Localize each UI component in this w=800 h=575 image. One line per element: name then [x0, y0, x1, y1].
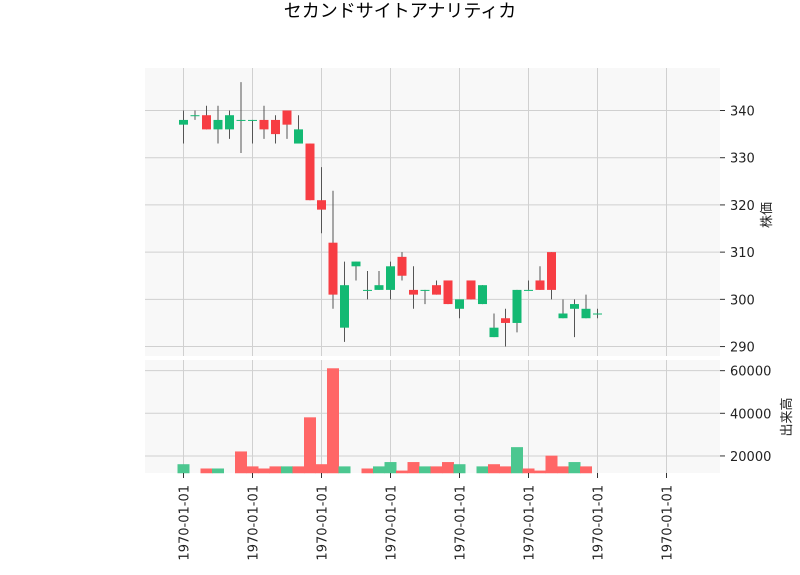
- candle-body: [386, 266, 395, 290]
- volume-tick-label: 40000: [730, 407, 771, 422]
- volume-bar: [304, 417, 316, 474]
- price-tick-label: 320: [730, 199, 755, 214]
- volume-series: [177, 368, 592, 474]
- price-axis-label: 株価: [760, 202, 775, 228]
- volume-bar: [200, 468, 213, 474]
- candle-body: [317, 200, 326, 210]
- volume-bar: [258, 468, 270, 474]
- volume-bar: [545, 455, 558, 474]
- volume-bar: [580, 466, 592, 474]
- candle-body: [374, 285, 384, 290]
- candle-body: [259, 119, 269, 130]
- candle-body: [340, 285, 349, 328]
- volume-bar: [522, 468, 535, 474]
- candle-body: [213, 119, 223, 130]
- x-tick-label: 1970-01-01: [385, 485, 400, 561]
- price-tick-label: 300: [730, 293, 755, 308]
- x-tick-label: 1970-01-01: [592, 485, 607, 561]
- candle-body: [443, 280, 453, 305]
- volume-bar: [407, 462, 420, 474]
- candle-body: [225, 115, 234, 130]
- x-tick-label: 1970-01-01: [247, 485, 262, 561]
- volume-bar: [499, 466, 512, 474]
- volume-bar: [292, 466, 305, 474]
- volume-axis-ticks: 20000 40000 60000: [720, 365, 771, 465]
- volume-bar: [315, 464, 328, 474]
- price-axis-ticks: 290 300 310 320 330 340: [720, 104, 755, 356]
- candle-body: [363, 289, 372, 291]
- candle-body: [466, 280, 476, 300]
- x-tick-label: 1970-01-01: [661, 485, 676, 561]
- candle-body: [248, 119, 257, 121]
- volume-bar: [476, 466, 489, 474]
- volume-bar: [384, 462, 397, 474]
- candle-body: [593, 313, 602, 315]
- candle-body: [282, 110, 292, 125]
- volume-axis-label: 出来高: [779, 397, 795, 436]
- candle-body: [547, 252, 556, 290]
- volume-bar: [235, 451, 247, 474]
- candle-body: [305, 143, 315, 201]
- candle-body: [328, 242, 338, 295]
- candle-body: [397, 256, 407, 276]
- volume-bar: [534, 470, 546, 474]
- candle-body: [420, 289, 430, 291]
- x-tick-label: 1970-01-01: [178, 485, 193, 561]
- volume-tick-label: 60000: [730, 365, 771, 380]
- volume-bar: [212, 468, 224, 474]
- candle-body: [558, 313, 568, 319]
- candle-body: [478, 285, 487, 305]
- candle-body: [535, 280, 545, 290]
- candle-series: [179, 82, 602, 347]
- candle-body: [455, 299, 464, 309]
- price-panel: [145, 68, 720, 356]
- volume-bar: [430, 466, 443, 474]
- chart-title: セカンドサイトアナリティカ: [284, 1, 517, 22]
- candle-body: [271, 119, 280, 135]
- volume-bar: [338, 466, 351, 474]
- candle-body: [409, 289, 418, 295]
- volume-bar: [453, 464, 466, 474]
- volume-bar: [246, 466, 259, 474]
- candle-body: [489, 327, 499, 338]
- volume-bar: [442, 462, 454, 474]
- x-axis-ticks: 1970-01-01 1970-01-01 1970-01-01 1970-01-01…: [178, 473, 676, 561]
- price-tick-label: 330: [730, 152, 755, 167]
- candle-body: [351, 261, 361, 267]
- price-tick-label: 310: [730, 246, 755, 261]
- candle-body: [236, 119, 246, 121]
- volume-bar: [396, 470, 408, 474]
- candle-body: [294, 129, 303, 144]
- price-gridlines: [145, 109, 720, 348]
- volume-bar: [557, 466, 569, 474]
- candle-body: [179, 119, 188, 125]
- volume-bar: [327, 368, 339, 474]
- candle-body: [202, 115, 211, 130]
- volume-bar: [511, 447, 523, 474]
- volume-bar: [361, 468, 374, 474]
- volume-tick-label: 20000: [730, 450, 771, 465]
- candle-body: [501, 318, 510, 323]
- candle-body: [524, 289, 533, 291]
- volume-bar: [373, 466, 385, 474]
- x-tick-label: 1970-01-01: [523, 485, 538, 561]
- candle-body: [432, 285, 441, 295]
- price-tick-label: 290: [730, 341, 755, 356]
- volume-bar: [269, 466, 282, 474]
- candle-body: [570, 304, 579, 309]
- volume-bar: [419, 466, 431, 474]
- candle-body: [190, 115, 200, 117]
- x-tick-label: 1970-01-01: [316, 485, 331, 561]
- volume-bar: [488, 464, 500, 474]
- price-tick-label: 340: [730, 104, 755, 119]
- volume-bar: [177, 464, 190, 474]
- x-tick-label: 1970-01-01: [454, 485, 469, 561]
- candle-body: [581, 308, 591, 319]
- volume-bar: [281, 466, 293, 474]
- candle-body: [512, 289, 522, 323]
- volume-bar: [568, 462, 581, 474]
